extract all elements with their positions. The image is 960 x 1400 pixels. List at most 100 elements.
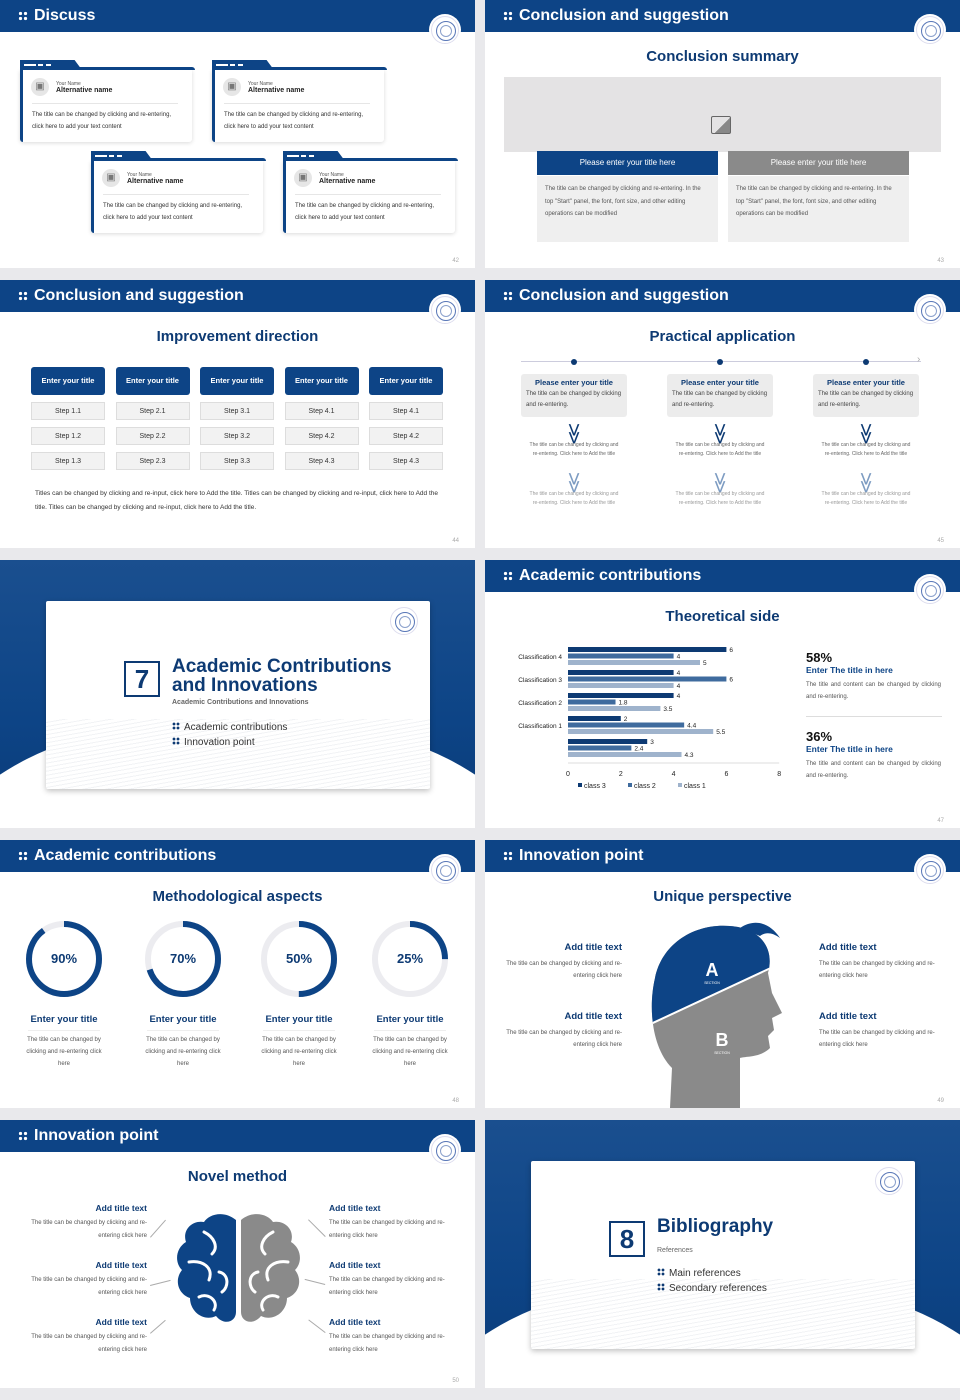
page-number: 48 xyxy=(452,1098,459,1104)
tab-dash xyxy=(95,155,107,157)
side-text: The title can be changed by clicking and… xyxy=(506,1030,622,1048)
list-item[interactable]: Main references xyxy=(657,1268,767,1279)
slide-header-title: Innovation point xyxy=(34,1127,159,1144)
step-box[interactable]: Step 2.3 xyxy=(115,452,190,470)
tab-dash xyxy=(287,155,299,157)
step-box[interactable]: Step 2.1 xyxy=(115,402,190,420)
step-box[interactable]: Step 4.2 xyxy=(284,427,359,445)
grid-dots-icon xyxy=(503,11,513,21)
folder-tab xyxy=(91,151,153,161)
tab-dash xyxy=(309,155,314,157)
ring-label: 25% xyxy=(396,951,424,966)
slide-49[interactable]: Innovation point Unique perspective 49 A S… xyxy=(485,840,960,1108)
tab-dash xyxy=(238,64,243,66)
info-title: Please enter your title xyxy=(827,378,905,387)
university-logo xyxy=(431,1136,459,1164)
step-box[interactable]: Step 4.1 xyxy=(284,402,359,420)
slide-48[interactable]: Academic contributions Methodological asp… xyxy=(0,840,475,1108)
university-logo xyxy=(916,856,944,884)
slide-45[interactable]: Conclusion and suggestion Practical appli… xyxy=(485,280,960,548)
method-title: Add title text xyxy=(329,1260,381,1270)
progress-ring xyxy=(26,921,102,997)
list-item-label: Innovation point xyxy=(184,737,255,748)
tab-dash xyxy=(301,155,306,157)
chapter-list: Main references Secondary references xyxy=(657,1268,767,1298)
slide-43[interactable]: Conclusion and suggestion Conclusion summ… xyxy=(485,0,960,268)
category-label: Classification 3 xyxy=(518,677,562,684)
slide-47[interactable]: Academic contributions Theoretical side 47… xyxy=(485,560,960,828)
step-box[interactable]: Step 1.2 xyxy=(31,427,105,445)
bar-class-1 xyxy=(568,752,682,757)
step-box[interactable]: Step 1.3 xyxy=(31,452,105,470)
info-box[interactable]: Please enter your title The title can be … xyxy=(813,374,919,417)
info-box[interactable]: Please enter your title The title can be … xyxy=(667,374,773,417)
info-text: The title can be changed by clicking and… xyxy=(818,391,914,408)
step-box[interactable]: Step 1.1 xyxy=(31,402,105,420)
info-box[interactable]: Please enter your title The title can be … xyxy=(521,374,627,417)
list-item[interactable]: Secondary references xyxy=(657,1283,767,1294)
card-text: The title can be changed by clicking and… xyxy=(103,203,243,221)
step-box[interactable]: Step 2.2 xyxy=(115,427,190,445)
step-box[interactable]: Step 4.1 xyxy=(369,402,443,420)
profile-card[interactable]: ▣ Your Name Alternative name The title can … xyxy=(91,151,266,233)
ring-fill xyxy=(261,921,337,997)
university-logo xyxy=(431,296,459,324)
list-item[interactable]: Academic contributions xyxy=(172,722,287,733)
profile-card[interactable]: ▣ Your Name Alternative name The title can … xyxy=(283,151,458,233)
grid-dots-icon xyxy=(18,851,28,861)
panel-title[interactable]: Please enter your title here xyxy=(537,151,718,175)
column-header[interactable]: Enter your title xyxy=(115,367,190,395)
ring-text: The title can be changed by clicking and… xyxy=(372,1037,448,1067)
page-number: 49 xyxy=(937,1098,944,1104)
data-label: 4 xyxy=(677,670,681,677)
data-label: 1.8 xyxy=(619,700,628,707)
column-header[interactable]: Enter your title xyxy=(369,367,443,395)
x-tick-label: 4 xyxy=(672,771,676,778)
image-placeholder-icon: ▣ xyxy=(102,169,120,187)
category-label: Classification 1 xyxy=(518,723,562,730)
data-label: 3 xyxy=(650,739,654,746)
column-header[interactable]: Enter your title xyxy=(284,367,359,395)
step-box[interactable]: Step 4.3 xyxy=(369,452,443,470)
bar-class-1 xyxy=(568,683,674,688)
grid-dots-icon xyxy=(172,722,180,730)
slide-44[interactable]: Conclusion and suggestion Improvement dir… xyxy=(0,280,475,548)
ring-label: 50% xyxy=(285,951,313,966)
timeline-dot xyxy=(863,359,869,365)
folder-tab xyxy=(20,60,82,70)
hair-icon xyxy=(740,922,780,938)
progress-ring xyxy=(145,921,221,997)
column-header[interactable]: Enter your title xyxy=(200,367,274,395)
page-number: 44 xyxy=(452,538,459,544)
slide-50[interactable]: Innovation point Novel method 50 Add title… xyxy=(0,1120,475,1388)
profile-card[interactable]: ▣ Your Name Alternative name The title can … xyxy=(20,60,195,142)
card-name: Alternative name xyxy=(248,87,305,94)
panel-title[interactable]: Please enter your title here xyxy=(728,151,909,175)
stat-value: 58% xyxy=(806,650,833,665)
step-box[interactable]: Step 4.3 xyxy=(284,452,359,470)
chapter-card: 7 Academic Contributions and Innovations A… xyxy=(46,601,430,789)
data-label: 5 xyxy=(703,660,707,667)
column-header[interactable]: Enter your title xyxy=(31,367,105,395)
step-box[interactable]: Step 3.2 xyxy=(200,427,274,445)
connector-line xyxy=(305,1279,326,1285)
panel-text: The title can be changed by clicking and… xyxy=(537,176,718,242)
bar-chart: Classification 4 6 4 5 Classification 3 4 6 4 Cl… xyxy=(518,647,781,790)
step-box[interactable]: Step 3.3 xyxy=(200,452,274,470)
connector-line xyxy=(308,1219,326,1237)
step-box[interactable]: Step 4.2 xyxy=(369,427,443,445)
grid-dots-icon xyxy=(503,851,513,861)
profile-card[interactable]: ▣ Your Name Alternative name The title can … xyxy=(212,60,387,142)
method-text: The title can be changed by clicking and… xyxy=(329,1277,445,1296)
list-item[interactable]: Innovation point xyxy=(172,737,287,748)
method-text: The title can be changed by clicking and… xyxy=(31,1277,147,1296)
slide-51[interactable]: 518BibliographyReferencesMain references… xyxy=(485,1120,960,1388)
step-box[interactable]: Step 3.1 xyxy=(200,402,274,420)
slide-46[interactable]: 467Academic Contributions and Innovation… xyxy=(0,560,475,828)
category-label: Classification 2 xyxy=(518,700,562,707)
slide-header: Conclusion and suggestion xyxy=(485,0,960,32)
legend-label: class 1 xyxy=(684,783,706,790)
ring-title: Enter your title xyxy=(376,1014,444,1025)
x-tick-label: 6 xyxy=(724,771,728,778)
slide-42[interactable]: Discuss 42 ▣ Your Name Alternative name The t… xyxy=(0,0,475,268)
